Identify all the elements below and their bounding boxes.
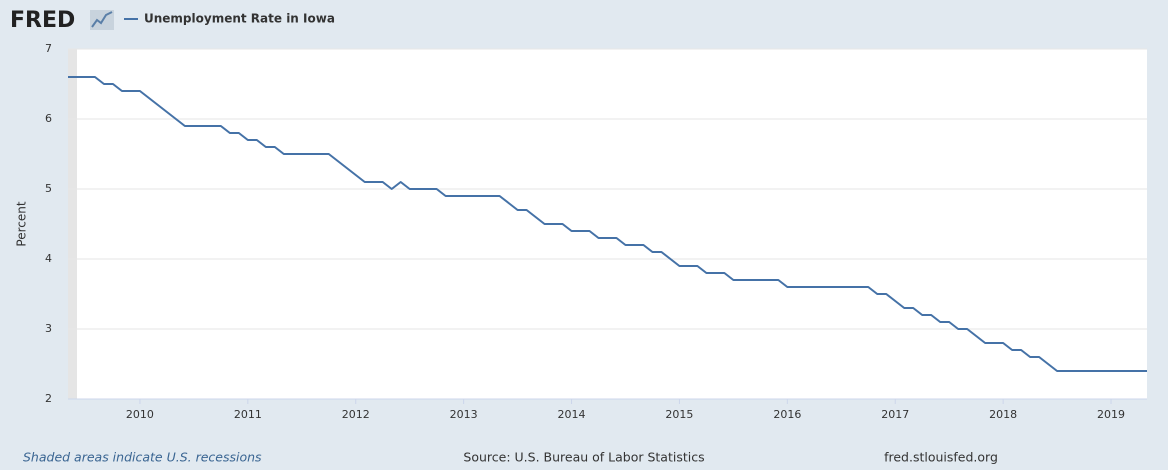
site: fred.stlouisfed.org [884, 450, 998, 465]
x-tick-label: 2015 [665, 408, 693, 421]
x-tick-label: 2013 [450, 408, 478, 421]
y-tick-label: 4 [45, 252, 52, 265]
recession-note: Shaded areas indicate U.S. recessions [23, 450, 262, 465]
x-tick-label: 2012 [342, 408, 370, 421]
y-tick-label: 5 [45, 182, 52, 195]
recession-band [68, 49, 77, 399]
y-tick-label: 6 [45, 112, 52, 125]
x-tick-label: 2010 [126, 408, 154, 421]
x-tick-label: 2018 [989, 408, 1017, 421]
series-line [68, 76, 1147, 372]
logo-icon [90, 10, 114, 30]
y-tick-label: 3 [45, 322, 52, 335]
x-tick-label: 2017 [881, 408, 909, 421]
x-tick-label: 2016 [773, 408, 801, 421]
y-axis-label: Percent [15, 201, 29, 246]
x-tick-label: 2014 [558, 408, 586, 421]
plot-area [68, 49, 1147, 399]
y-tick-label: 7 [45, 42, 52, 55]
y-tick-label: 2 [45, 392, 52, 405]
logo: FRED [10, 8, 75, 33]
legend-label: Unemployment Rate in Iowa [144, 12, 335, 26]
x-tick-label: 2011 [234, 408, 262, 421]
source: Source: U.S. Bureau of Labor Statistics [463, 450, 704, 465]
x-tick-label: 2019 [1097, 408, 1125, 421]
